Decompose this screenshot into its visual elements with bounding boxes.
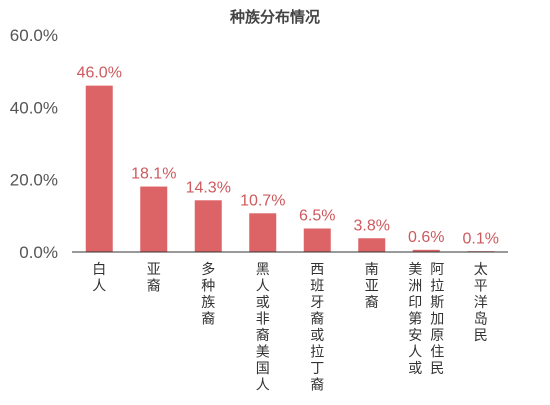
chart-title: 种族分布情况 [229,8,320,26]
y-tick-label: 60.0% [10,26,58,45]
x-tick-label-line: 西班牙裔或拉丁裔 [310,262,324,394]
data-label: 3.8% [354,217,390,234]
x-tick-label-line: 阿拉斯加原住民 [430,262,444,377]
x-tick-label: 西班牙裔或拉丁裔 [310,262,324,394]
y-axis: 0.0% 20.0% 40.0% 60.0% [10,26,58,262]
data-label: 46.0% [77,65,122,82]
bar [358,238,386,252]
data-label: 6.5% [299,207,335,224]
x-tick-label-line: 白人 [92,262,106,295]
x-tick-label-line: 太平洋岛民 [474,262,488,344]
x-tick-label: 太平洋岛民 [474,262,488,344]
x-tick-label-line: 多种族裔 [201,261,215,328]
x-tick-label: 白人 [92,262,106,295]
bar [303,228,331,252]
x-tick-label: 南亚裔 [365,262,379,311]
data-label: 0.1% [463,231,499,248]
data-label: 10.7% [240,192,285,209]
x-tick-label-line: 美洲印第安人或 [408,262,422,377]
x-tick-label-line: 亚裔 [147,262,161,295]
x-tick-label: 亚裔 [147,262,161,295]
x-axis: 白人 亚裔 多种族裔 黑人或非裔美国人 西班牙裔或拉丁裔 南亚裔 美洲印第安人或阿拉斯加原住… [92,261,488,394]
data-label: 0.6% [408,229,444,246]
data-labels: 46.0% 18.1% 14.3% 10.7% 6.5% 3.8% 0.6% 0.1% [77,65,499,248]
bar [85,85,113,252]
y-tick-label: 0.0% [19,243,58,262]
bar [249,213,277,252]
bar [194,200,222,252]
bars [85,85,495,252]
y-tick-label: 20.0% [10,171,58,190]
y-tick-label: 40.0% [10,98,58,117]
x-tick-label-line: 黑人或非裔美国人 [256,262,270,394]
x-tick-label: 多种族裔 [201,261,215,328]
bar [140,186,168,252]
x-tick-label-line: 南亚裔 [365,262,379,311]
data-label: 18.1% [131,166,176,183]
bar [412,249,440,252]
data-label: 14.3% [186,179,231,196]
x-tick-label: 黑人或非裔美国人 [256,262,270,394]
